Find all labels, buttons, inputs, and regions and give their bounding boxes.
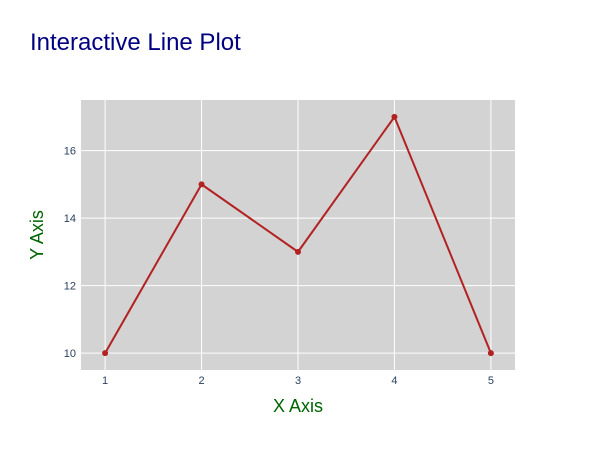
y-tick-labels: 10 12 14 16 (64, 146, 76, 361)
data-point[interactable] (295, 248, 301, 255)
grid (81, 100, 515, 370)
x-tick-labels: 1 2 3 4 5 (102, 375, 494, 387)
x-tick-label: 1 (102, 375, 108, 387)
y-tick-label: 14 (64, 213, 76, 225)
x-axis-title: X Axis (273, 396, 323, 416)
y-tick-label: 16 (64, 146, 76, 158)
x-tick-label: 4 (391, 375, 397, 387)
y-tick-label: 10 (64, 348, 76, 360)
chart-title: Interactive Line Plot (30, 29, 241, 56)
x-tick-label: 2 (198, 375, 204, 387)
data-point[interactable] (391, 113, 398, 120)
x-tick-label: 3 (295, 375, 301, 387)
data-point[interactable] (487, 350, 494, 357)
data-point[interactable] (198, 181, 205, 188)
markers (102, 113, 494, 357)
x-tick-label: 5 (488, 375, 494, 387)
data-point[interactable] (102, 350, 109, 357)
y-tick-label: 12 (64, 281, 76, 293)
y-axis-title: Y Axis (27, 210, 47, 260)
